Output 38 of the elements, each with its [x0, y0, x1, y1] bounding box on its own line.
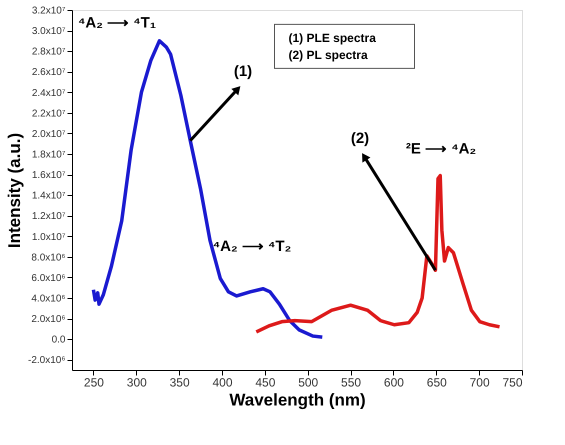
y-tick-label: 2.6x10⁷: [32, 67, 66, 78]
y-tick-label: 0.0: [52, 334, 66, 346]
annotation: ²E ⟶ ⁴A₂: [406, 140, 476, 158]
y-tick-label: 3.2x10⁷: [32, 6, 66, 16]
annotation: (1): [234, 63, 252, 80]
annotation: ⁴A₂ ⟶ ⁴T₁: [78, 14, 156, 32]
y-tick-label: 1.4x10⁷: [32, 190, 66, 202]
annotation: ⁴A₂ ⟶ ⁴T₂: [212, 238, 292, 255]
y-tick-label: 2.2x10⁷: [32, 108, 66, 120]
annotation: (2) PL spectra: [288, 48, 368, 62]
y-tick-label: 4.0x10⁶: [31, 294, 66, 304]
x-tick-label: 550: [341, 376, 362, 390]
x-tick-label: 250: [84, 376, 104, 390]
annotation: (1) PLE spectra: [288, 30, 376, 45]
x-tick-label: 450: [255, 376, 276, 390]
y-tick-label: 3.0x10⁷: [32, 26, 66, 38]
x-tick-label: 600: [384, 376, 404, 390]
annotation: (2): [350, 130, 370, 147]
x-tick-label: 750: [502, 376, 523, 390]
y-tick-label: 1.2x10⁷: [32, 211, 66, 222]
y-tick-label: 2.0x10⁷: [32, 128, 66, 140]
y-tick-label: 1.6x10⁷: [32, 170, 66, 182]
y-tick-label: 1.8x10⁷: [32, 150, 66, 160]
x-tick-label: 650: [426, 376, 448, 390]
x-tick-label: 350: [170, 376, 190, 390]
y-tick-label: 6.0x10⁶: [31, 272, 66, 284]
y-axis-title: Intensity (a.u.): [5, 132, 24, 248]
y-tick-label: 2.4x10⁷: [32, 88, 66, 99]
y-tick-label: 2.0x10⁶: [31, 314, 66, 326]
x-tick-label: 700: [470, 376, 490, 390]
y-tick-label: 8.0x10⁶: [31, 252, 66, 264]
y-tick-label: -2.0x10⁶: [28, 355, 66, 366]
x-tick-label: 500: [298, 376, 319, 390]
y-tick-label: 1.0x10⁷: [32, 232, 66, 243]
x-axis-title: Wavelength (nm): [229, 390, 366, 410]
y-tick-label: 2.8x10⁷: [32, 46, 66, 58]
x-tick-label: 400: [212, 376, 233, 390]
x-tick-label: 300: [126, 376, 148, 390]
